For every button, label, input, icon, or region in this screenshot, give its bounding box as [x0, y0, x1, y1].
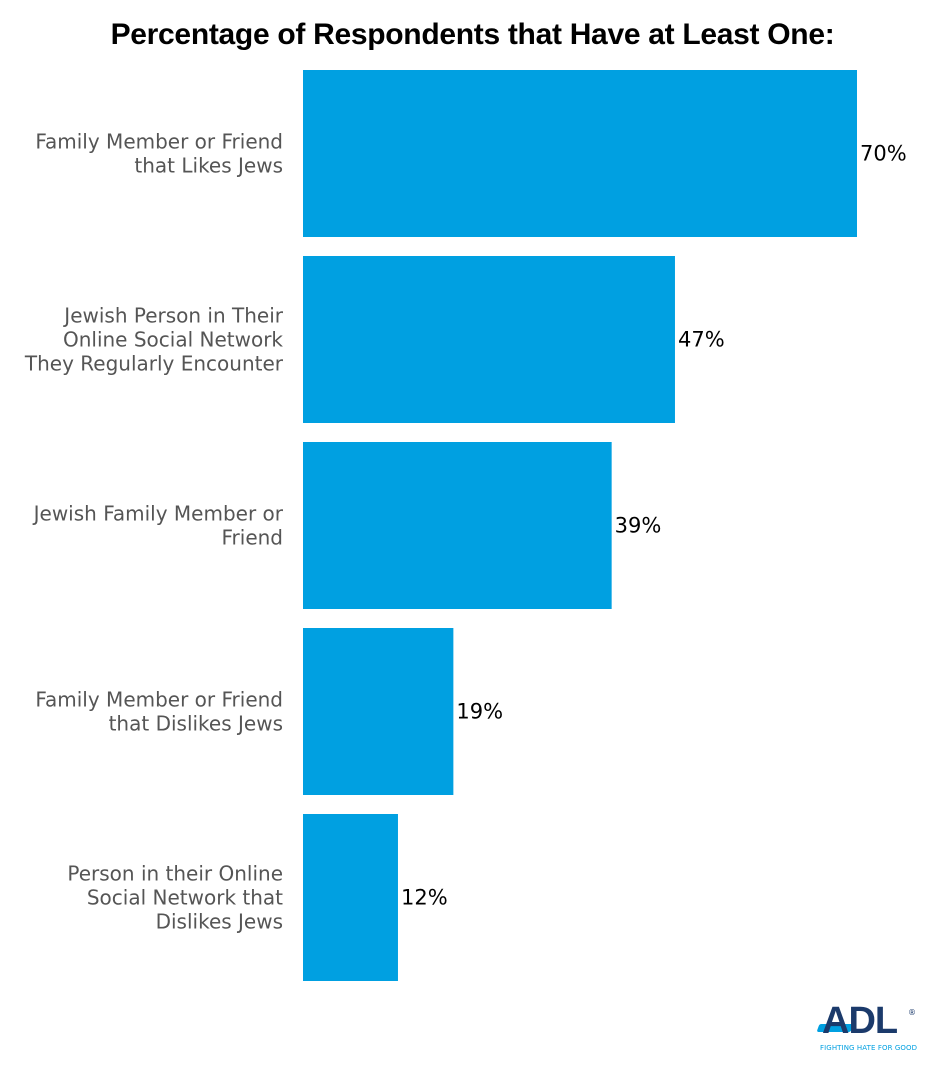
- category-label-1: Family Member or Friend that Likes Jews: [35, 130, 283, 178]
- category-label-line: Online Social Network: [63, 328, 283, 352]
- value-label-2: 47%: [678, 328, 725, 352]
- bar-2: [303, 256, 675, 423]
- value-label-3: 39%: [615, 514, 662, 538]
- adl-logo: ADL ® FIGHTING HATE FOR GOOD: [816, 1000, 918, 1058]
- category-label-4: Family Member or Friend that Dislikes Jew…: [35, 688, 283, 736]
- logo-wordmark: ADL: [822, 1000, 898, 1042]
- category-label-line: Person in their Online: [67, 862, 283, 886]
- value-label-4: 19%: [456, 700, 503, 724]
- category-label-line: Friend: [221, 526, 283, 550]
- category-label-line: They Regularly Encounter: [24, 352, 284, 376]
- category-label-line: that Dislikes Jews: [109, 712, 283, 736]
- category-label-line: Family Member or Friend: [35, 688, 283, 712]
- bar-5: [303, 814, 398, 981]
- category-label-line: Family Member or Friend: [35, 130, 283, 154]
- category-label-line: Social Network that: [87, 886, 283, 910]
- bar-chart: 70%Family Member or Friend that Likes Jew…: [24, 70, 907, 981]
- category-label-line: Dislikes Jews: [156, 910, 283, 934]
- bar-3: [303, 442, 612, 609]
- value-label-1: 70%: [860, 142, 907, 166]
- bar-4: [303, 628, 454, 795]
- logo-registered-mark: ®: [908, 1008, 916, 1017]
- category-label-3: Jewish Family Member or Friend: [32, 502, 284, 550]
- value-label-5: 12%: [401, 886, 448, 910]
- category-label-5: Person in their Online Social Network tha…: [67, 862, 283, 934]
- chart-title: Percentage of Respondents that Have at L…: [110, 18, 835, 51]
- category-label-line: Jewish Family Member or: [32, 502, 284, 526]
- category-label-line: that Likes Jews: [134, 154, 283, 178]
- category-label-line: Jewish Person in Their: [62, 304, 283, 328]
- logo-tagline: FIGHTING HATE FOR GOOD: [820, 1044, 918, 1052]
- category-label-2: Jewish Person in Their Online Social Netw…: [24, 304, 284, 376]
- bar-1: [303, 70, 857, 237]
